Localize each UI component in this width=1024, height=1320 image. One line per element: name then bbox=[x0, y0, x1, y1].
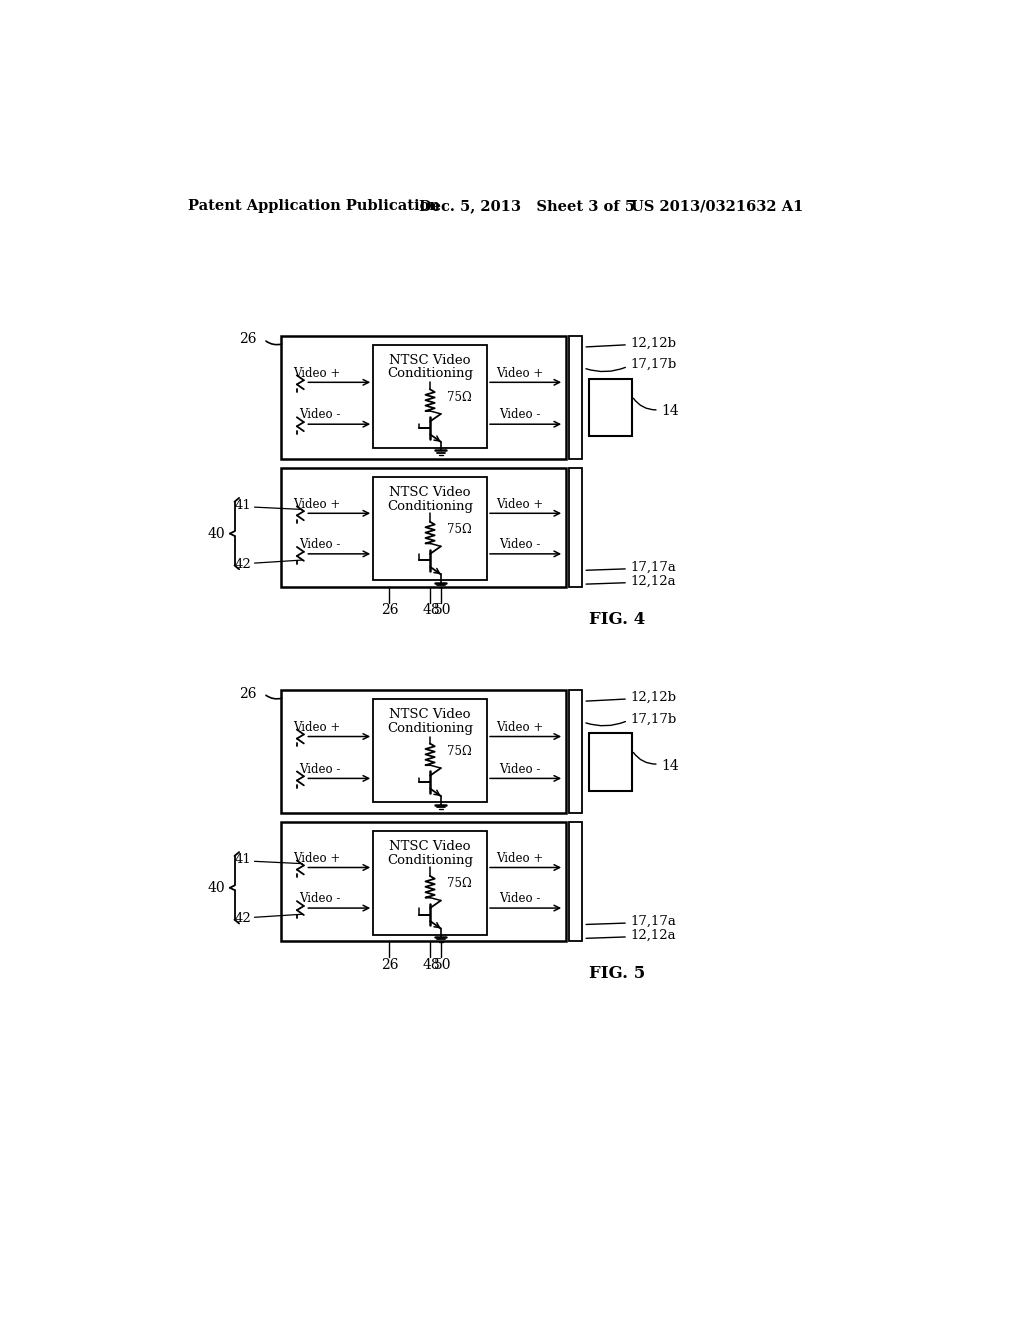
Text: FIG. 4: FIG. 4 bbox=[590, 611, 646, 628]
Bar bbox=[569, 469, 582, 587]
Text: 12,12a: 12,12a bbox=[631, 929, 676, 942]
Text: Video -: Video - bbox=[299, 408, 341, 421]
Text: 14: 14 bbox=[662, 404, 679, 418]
Text: Video +: Video + bbox=[496, 367, 543, 380]
Bar bbox=[373, 345, 487, 447]
Text: 12,12b: 12,12b bbox=[631, 337, 676, 350]
Text: 12,12a: 12,12a bbox=[631, 574, 676, 587]
Text: 14: 14 bbox=[662, 759, 679, 772]
Text: Video -: Video - bbox=[499, 408, 540, 421]
Bar bbox=[590, 379, 632, 437]
Text: 75Ω: 75Ω bbox=[447, 523, 472, 536]
Text: 12,12b: 12,12b bbox=[631, 690, 676, 704]
Text: Patent Application Publication: Patent Application Publication bbox=[188, 199, 440, 213]
Text: 48: 48 bbox=[423, 957, 440, 972]
Text: 42: 42 bbox=[234, 558, 252, 572]
Bar bbox=[373, 700, 487, 803]
Bar bbox=[281, 689, 565, 813]
Text: Video +: Video + bbox=[294, 721, 341, 734]
Text: 17,17b: 17,17b bbox=[631, 358, 677, 371]
Text: Video -: Video - bbox=[299, 539, 341, 552]
Text: Video +: Video + bbox=[294, 367, 341, 380]
Text: 75Ω: 75Ω bbox=[447, 878, 472, 890]
Text: Conditioning: Conditioning bbox=[387, 722, 473, 735]
Bar bbox=[281, 469, 565, 587]
Bar bbox=[281, 335, 565, 459]
Text: Video -: Video - bbox=[499, 892, 540, 906]
Text: Video -: Video - bbox=[499, 763, 540, 776]
Text: Conditioning: Conditioning bbox=[387, 854, 473, 867]
Bar bbox=[569, 335, 582, 459]
Text: Video +: Video + bbox=[496, 498, 543, 511]
Text: NTSC Video: NTSC Video bbox=[389, 486, 471, 499]
Text: 50: 50 bbox=[433, 603, 452, 618]
Bar bbox=[281, 822, 565, 941]
Text: 50: 50 bbox=[433, 957, 452, 972]
Text: 41: 41 bbox=[234, 853, 252, 866]
Text: Conditioning: Conditioning bbox=[387, 500, 473, 513]
Text: Conditioning: Conditioning bbox=[387, 367, 473, 380]
Text: Video +: Video + bbox=[496, 851, 543, 865]
Text: NTSC Video: NTSC Video bbox=[389, 708, 471, 721]
Text: Video +: Video + bbox=[294, 498, 341, 511]
Text: Video +: Video + bbox=[294, 851, 341, 865]
Bar bbox=[569, 822, 582, 941]
Text: Video +: Video + bbox=[496, 721, 543, 734]
Bar bbox=[373, 832, 487, 935]
Text: 48: 48 bbox=[423, 603, 440, 618]
Text: 17,17a: 17,17a bbox=[631, 915, 676, 928]
Text: NTSC Video: NTSC Video bbox=[389, 354, 471, 367]
Text: 75Ω: 75Ω bbox=[447, 744, 472, 758]
Text: 41: 41 bbox=[234, 499, 252, 512]
Text: 42: 42 bbox=[234, 912, 252, 925]
Text: Dec. 5, 2013   Sheet 3 of 5: Dec. 5, 2013 Sheet 3 of 5 bbox=[419, 199, 635, 213]
Text: US 2013/0321632 A1: US 2013/0321632 A1 bbox=[631, 199, 804, 213]
Bar bbox=[569, 689, 582, 813]
Text: 17,17a: 17,17a bbox=[631, 561, 676, 574]
Text: 75Ω: 75Ω bbox=[447, 391, 472, 404]
Bar bbox=[373, 478, 487, 581]
Text: FIG. 5: FIG. 5 bbox=[590, 965, 646, 982]
Text: 26: 26 bbox=[239, 686, 256, 701]
Text: 40: 40 bbox=[208, 527, 225, 541]
Text: Video -: Video - bbox=[299, 892, 341, 906]
Bar bbox=[590, 733, 632, 791]
Text: 40: 40 bbox=[208, 880, 225, 895]
Text: 26: 26 bbox=[381, 603, 398, 618]
Text: Video -: Video - bbox=[499, 539, 540, 552]
Text: 26: 26 bbox=[239, 333, 256, 346]
Text: NTSC Video: NTSC Video bbox=[389, 841, 471, 853]
Text: 26: 26 bbox=[381, 957, 398, 972]
Text: 17,17b: 17,17b bbox=[631, 713, 677, 726]
Text: Video -: Video - bbox=[299, 763, 341, 776]
